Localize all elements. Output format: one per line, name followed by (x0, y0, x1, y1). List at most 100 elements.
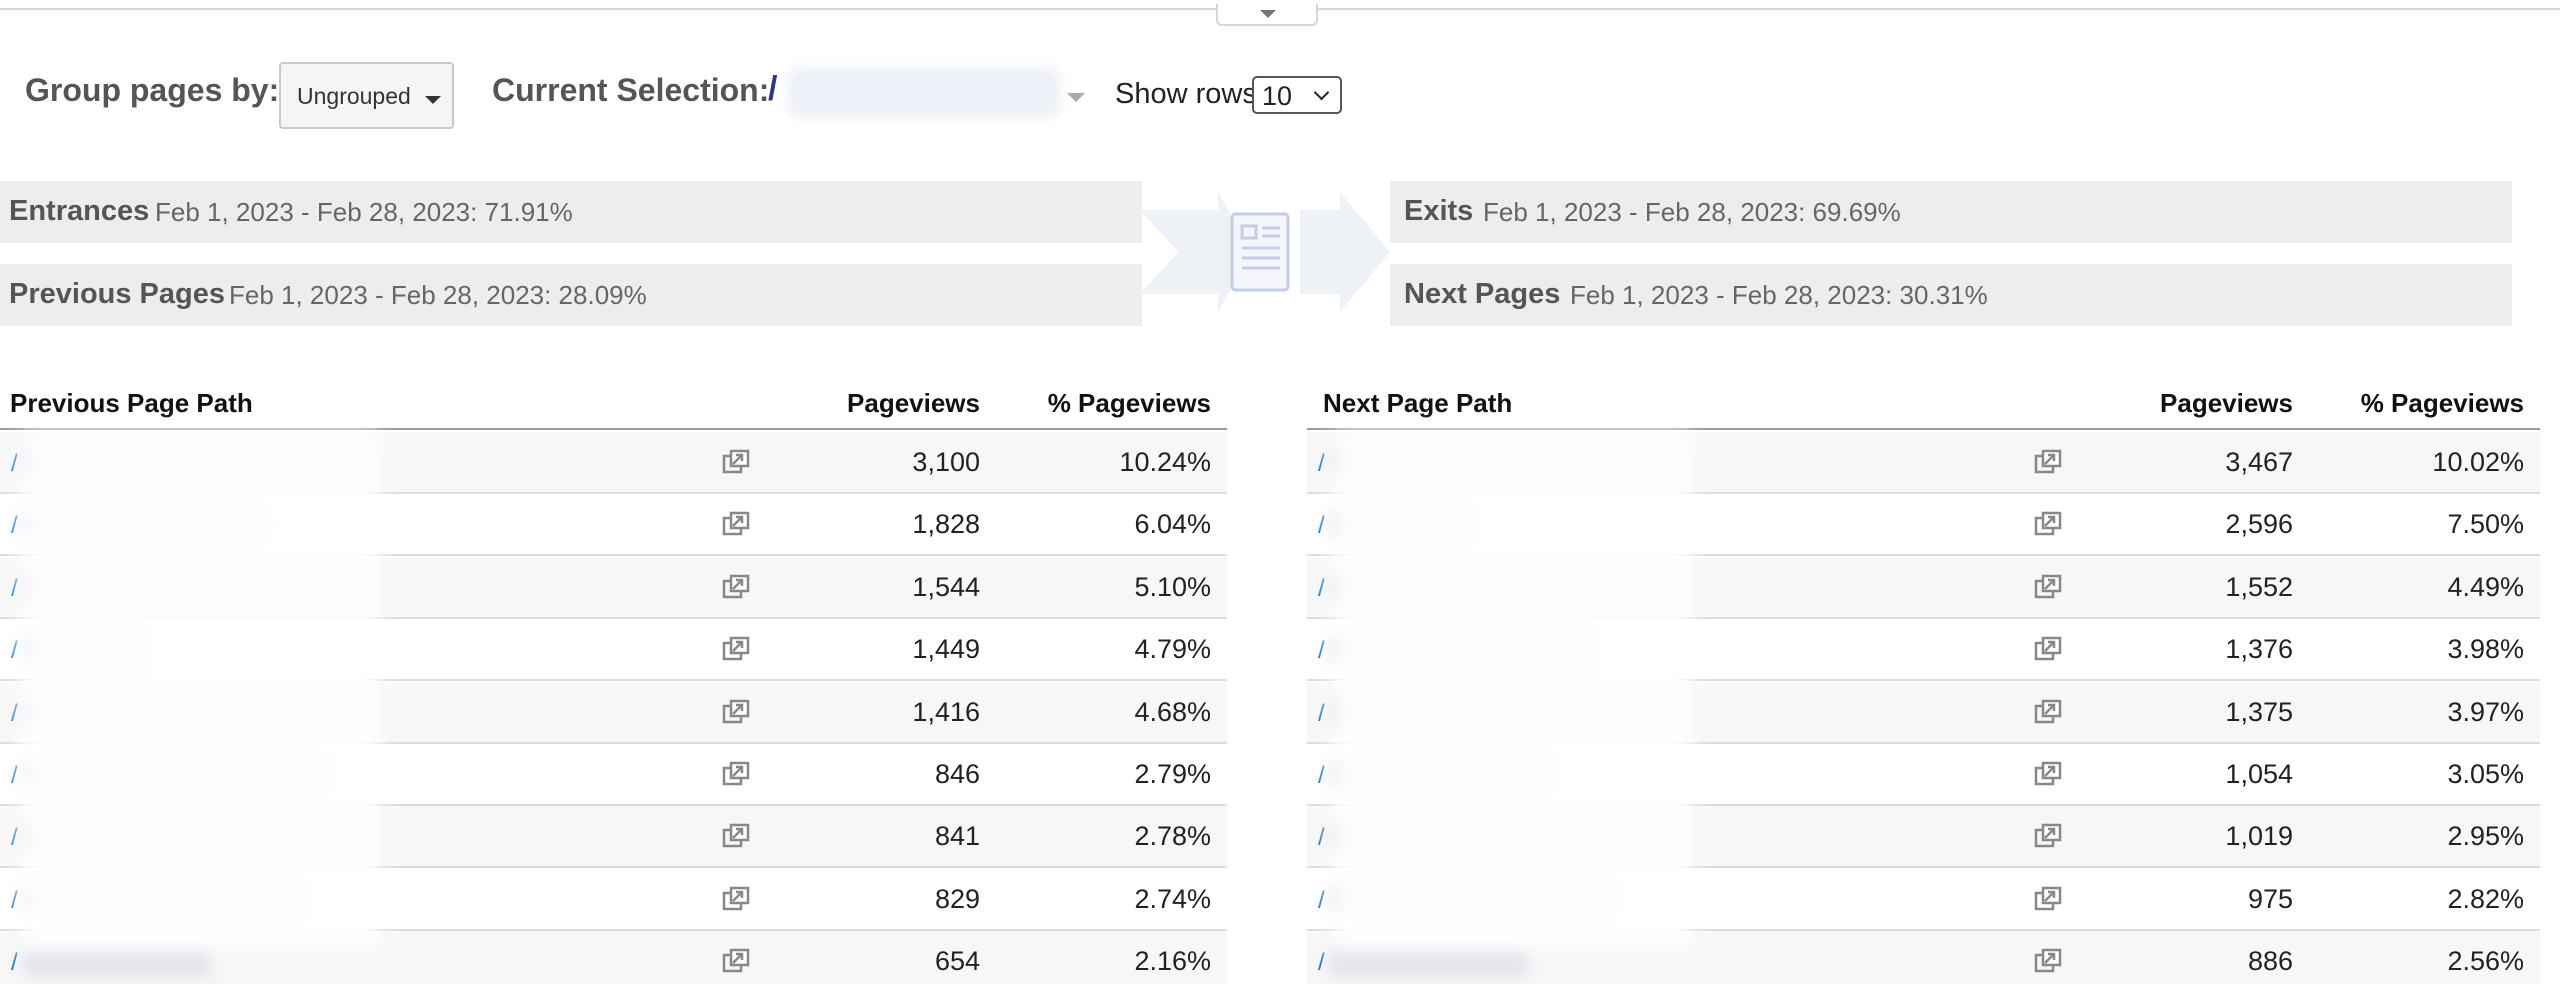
caret-down-icon (425, 96, 441, 104)
previous-pages-detail: Feb 1, 2023 - Feb 28, 2023: 28.09% (229, 280, 647, 310)
open-in-new-window-icon[interactable] (722, 574, 750, 600)
pct-pageviews-value: 2.74% (1134, 883, 1211, 914)
pageviews-value: 975 (2247, 883, 2293, 914)
open-in-new-window-icon[interactable] (2034, 449, 2062, 475)
table-header: Next Page Path Pageviews % Pageviews (1307, 380, 2540, 430)
open-in-new-window-icon[interactable] (722, 511, 750, 537)
open-in-new-window-icon[interactable] (2034, 699, 2062, 725)
col-pageviews[interactable]: Pageviews (847, 388, 980, 418)
open-in-new-window-icon[interactable] (2034, 948, 2062, 974)
previous-pages-title: Previous Pages (9, 278, 225, 310)
selection-caret-icon[interactable] (1067, 93, 1085, 102)
page-path-link[interactable]: / (11, 762, 18, 789)
previous-page-table: Previous Page Path Pageviews % Pageviews… (0, 380, 1227, 984)
col-previous-page-path[interactable]: Previous Page Path (10, 388, 253, 418)
open-in-new-window-icon[interactable] (2034, 636, 2062, 662)
current-selection-redacted[interactable] (788, 68, 1060, 118)
pageviews-value: 886 (2247, 946, 2293, 977)
pct-pageviews-value: 2.95% (2447, 821, 2524, 852)
open-in-new-window-icon[interactable] (722, 948, 750, 974)
pageviews-value: 1,019 (2225, 821, 2293, 852)
col-pct-pageviews[interactable]: % Pageviews (1047, 388, 1211, 418)
page-path-redacted (22, 945, 212, 978)
show-rows-label: Show rows: (1115, 78, 1265, 110)
page-path-link[interactable]: / (1318, 949, 1325, 977)
col-pageviews[interactable]: Pageviews (2160, 388, 2293, 418)
chevron-down-icon (1260, 10, 1276, 18)
open-in-new-window-icon[interactable] (722, 699, 750, 725)
page-path-link[interactable]: / (11, 637, 18, 665)
entrances-title: Entrances (9, 195, 150, 227)
pct-pageviews-value: 4.49% (2447, 571, 2524, 602)
pct-pageviews-value: 4.68% (1134, 696, 1211, 727)
page-path-link[interactable]: / (1318, 886, 1325, 914)
next-pages-title: Next Pages (1404, 278, 1561, 310)
pageviews-value: 841 (934, 821, 980, 852)
pageviews-value: 1,054 (2225, 759, 2293, 789)
pct-pageviews-value: 3.98% (2447, 634, 2524, 665)
page-path-link[interactable]: / (1318, 512, 1325, 540)
pct-pageviews-value: 5.10% (1134, 571, 1211, 602)
page-path-link[interactable]: / (11, 699, 18, 727)
redaction-overlay (20, 430, 380, 950)
page-path-link[interactable]: / (11, 512, 18, 540)
page-path-link[interactable]: / (11, 886, 18, 914)
chevron-down-icon (1313, 84, 1330, 101)
pageviews-value: 1,449 (912, 634, 980, 665)
current-selection-prefix: / (768, 70, 778, 108)
open-in-new-window-icon[interactable] (722, 761, 750, 787)
open-in-new-window-icon[interactable] (722, 823, 750, 849)
pageviews-value: 1,376 (2225, 634, 2293, 665)
pct-pageviews-value: 7.50% (2447, 509, 2524, 540)
page-path-link[interactable]: / (1318, 450, 1325, 477)
page-path-link[interactable]: / (1318, 637, 1325, 665)
pageviews-value: 1,828 (912, 509, 980, 540)
page-path-link[interactable]: / (1318, 824, 1325, 852)
pageviews-value: 1,375 (2225, 696, 2293, 727)
page-path-link[interactable]: / (11, 450, 18, 477)
pct-pageviews-value: 3.05% (2447, 759, 2524, 789)
pct-pageviews-value: 2.79% (1134, 759, 1211, 789)
page-flow-icon (1140, 192, 1390, 312)
open-in-new-window-icon[interactable] (722, 636, 750, 662)
page-path-link[interactable]: / (11, 574, 18, 602)
pageviews-value: 1,552 (2225, 571, 2293, 602)
page-path-link[interactable]: / (11, 949, 18, 977)
col-next-page-path[interactable]: Next Page Path (1323, 388, 1513, 418)
group-pages-value: Ungrouped (297, 83, 411, 109)
open-in-new-window-icon[interactable] (2034, 886, 2062, 912)
current-selection-label: Current Selection: (492, 72, 770, 108)
exits-band: Exits Feb 1, 2023 - Feb 28, 2023: 69.69% (1390, 181, 2512, 243)
pageviews-value: 846 (934, 759, 980, 789)
pageviews-value: 1,416 (912, 696, 980, 727)
exits-detail: Feb 1, 2023 - Feb 28, 2023: 69.69% (1483, 197, 1901, 227)
group-pages-label: Group pages by: (25, 72, 280, 108)
previous-pages-band: Previous Pages Feb 1, 2023 - Feb 28, 202… (0, 264, 1142, 326)
page-path-link[interactable]: / (11, 824, 18, 852)
group-pages-dropdown[interactable]: Ungrouped (279, 62, 454, 129)
page-path-link[interactable]: / (1318, 699, 1325, 727)
open-in-new-window-icon[interactable] (722, 886, 750, 912)
page-path-link[interactable]: / (1318, 762, 1325, 789)
pct-pageviews-value: 2.78% (1134, 821, 1211, 852)
open-in-new-window-icon[interactable] (2034, 761, 2062, 787)
pct-pageviews-value: 6.04% (1134, 509, 1211, 540)
open-in-new-window-icon[interactable] (2034, 511, 2062, 537)
collapse-toggle[interactable] (1216, 4, 1318, 26)
entrances-band: Entrances Feb 1, 2023 - Feb 28, 2023: 71… (0, 181, 1142, 243)
pct-pageviews-value: 4.79% (1134, 634, 1211, 665)
open-in-new-window-icon[interactable] (722, 449, 750, 475)
controls-bar: Group pages by: Ungrouped Current Select… (0, 62, 2560, 129)
pageviews-value: 2,596 (2225, 509, 2293, 540)
next-pages-detail: Feb 1, 2023 - Feb 28, 2023: 30.31% (1570, 280, 1988, 310)
open-in-new-window-icon[interactable] (2034, 823, 2062, 849)
pageviews-value: 829 (934, 883, 980, 914)
next-pages-band: Next Pages Feb 1, 2023 - Feb 28, 2023: 3… (1390, 264, 2512, 326)
page-path-link[interactable]: / (1318, 574, 1325, 602)
next-page-table: Next Page Path Pageviews % Pageviews / 3,… (1307, 380, 2540, 984)
col-pct-pageviews[interactable]: % Pageviews (2360, 388, 2524, 418)
pct-pageviews-value: 10.24% (1119, 447, 1211, 477)
open-in-new-window-icon[interactable] (2034, 574, 2062, 600)
show-rows-select[interactable]: 10 (1252, 76, 1342, 114)
pageviews-value: 1,544 (912, 571, 980, 602)
